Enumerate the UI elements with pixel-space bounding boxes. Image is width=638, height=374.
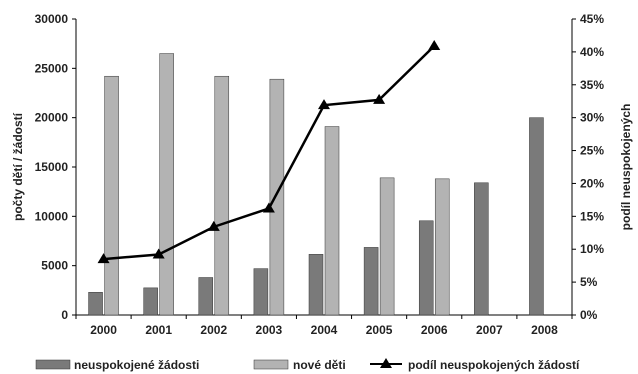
left-tick-label: 15000 xyxy=(35,160,69,174)
bar-neuspokojene-zadosti xyxy=(253,268,269,316)
left-tick-label: 20000 xyxy=(35,111,69,125)
bar-neuspokojene-zadosti xyxy=(363,247,379,316)
right-tick-label: 5% xyxy=(580,275,598,289)
x-tick-label: 2000 xyxy=(90,323,117,337)
point-podil-neuspokojenych-zadosti xyxy=(152,248,165,259)
legend-swatch-nove-deti xyxy=(253,359,289,370)
bar-nove-deti xyxy=(434,178,450,316)
legend-label-nove-deti: nové děti xyxy=(293,358,346,372)
x-tick-label: 2001 xyxy=(145,323,172,337)
y-axis-title: počty dětí / žádostí xyxy=(11,112,25,221)
left-tick-label: 30000 xyxy=(35,12,69,26)
x-tick-label: 2004 xyxy=(311,323,338,337)
point-podil-neuspokojenych-zadosti xyxy=(428,39,441,50)
right-tick-label: 15% xyxy=(580,209,604,223)
x-tick-label: 2003 xyxy=(256,323,283,337)
right-tick-label: 25% xyxy=(580,144,604,158)
bar-neuspokojene-zadosti xyxy=(198,277,214,316)
x-tick-label: 2006 xyxy=(421,323,448,337)
left-tick-label: 5000 xyxy=(41,259,68,273)
x-tick-label: 2005 xyxy=(366,323,393,337)
x-tick-label: 2007 xyxy=(476,323,503,337)
point-podil-neuspokojenych-zadosti xyxy=(207,220,220,231)
bar-neuspokojene-zadosti xyxy=(143,287,158,316)
bar-neuspokojene-zadosti xyxy=(88,292,103,316)
right-tick-label: 20% xyxy=(580,176,604,190)
legend-label-neuspokojene-zadosti: neuspokojené žádosti xyxy=(74,358,199,372)
left-tick-label: 0 xyxy=(61,308,68,322)
right-tick-label: 35% xyxy=(580,78,604,92)
y2-axis-title: podíl neuspokojených xyxy=(619,104,633,231)
bar-nove-deti xyxy=(159,53,174,316)
bar-neuspokojene-zadosti xyxy=(308,254,324,316)
bar-nove-deti xyxy=(104,75,119,316)
right-tick-label: 10% xyxy=(580,242,604,256)
left-tick-label: 25000 xyxy=(35,61,69,75)
bar-neuspokojene-zadosti xyxy=(529,117,544,316)
plot-area: 0 5000 10000 15000 20000 25000 30000 0% 5% 10% 15%… xyxy=(11,12,633,337)
right-tick-label: 45% xyxy=(580,12,604,26)
right-tick-label: 0% xyxy=(580,308,598,322)
bar-nove-deti xyxy=(379,177,395,316)
bar-neuspokojene-zadosti xyxy=(418,220,434,316)
legend: neuspokojené žádosti nové děti podíl neu… xyxy=(35,358,580,372)
legend-label-podil: podíl neuspokojených žádostí xyxy=(408,358,580,372)
point-podil-neuspokojenych-zadosti xyxy=(262,202,275,213)
point-podil-neuspokojenych-zadosti xyxy=(373,93,386,104)
legend-marker-podil xyxy=(380,358,392,368)
bar-nove-deti xyxy=(324,126,340,316)
bar-nove-deti xyxy=(214,75,230,316)
point-podil-neuspokojenych-zadosti xyxy=(97,253,110,264)
left-tick-label: 10000 xyxy=(35,209,69,223)
legend-swatch-neuspokojene-zadosti xyxy=(35,359,71,370)
point-podil-neuspokojenych-zadosti xyxy=(318,99,330,110)
right-tick-label: 40% xyxy=(580,45,604,59)
x-tick-label: 2002 xyxy=(200,323,227,337)
right-tick-label: 30% xyxy=(580,111,604,125)
x-tick-label: 2008 xyxy=(531,323,558,337)
bar-neuspokojene-zadosti xyxy=(474,182,489,316)
bar-nove-deti xyxy=(269,78,285,316)
